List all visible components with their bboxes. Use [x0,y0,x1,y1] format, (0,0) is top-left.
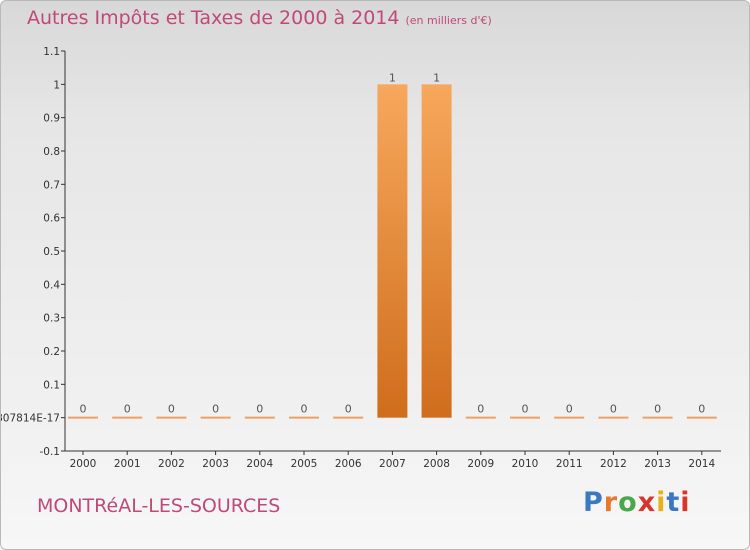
y-tick-label: 0.9 [43,113,60,125]
data-label: 1 [389,71,396,84]
logo-letter: r [603,487,619,518]
logo-letter: x [637,487,657,518]
data-label: 0 [522,403,529,416]
data-label: 0 [477,403,484,416]
data-label: 0 [212,403,219,416]
x-tick-label: 2004 [246,458,273,470]
x-tick-label: 2009 [467,458,494,470]
x-tick-label: 2000 [70,458,97,470]
data-label: 0 [124,403,131,416]
data-label: 0 [698,403,705,416]
y-tick-label: 0.5 [43,246,60,258]
y-tick-label: 1.3877787807814E-17 [1,413,60,425]
x-tick-label: 2002 [158,458,185,470]
x-tick-label: 2011 [556,458,583,470]
logo-letter: P [583,487,604,518]
chart-title: Autres Impôts et Taxes de 2000 à 2014 (en… [27,7,492,29]
logo-letter: o [618,487,638,518]
y-tick-label: -0.1 [40,446,61,458]
data-label: 0 [654,403,661,416]
y-tick-label: 0.1 [43,379,60,391]
chart-title-main: Autres Impôts et Taxes de 2000 à 2014 [27,7,400,29]
data-label: 0 [256,403,263,416]
x-tick-label: 2010 [512,458,539,470]
y-tick-label: 0.8 [43,146,60,158]
y-tick-label: 0.3 [43,313,60,325]
y-tick-label: 1 [53,79,60,91]
logo-letter: i [680,487,691,518]
proxiti-logo: Proxiti [583,487,691,518]
data-label: 0 [80,403,87,416]
data-label: 1 [433,71,440,84]
bar [377,84,408,418]
x-tick-label: 2012 [600,458,627,470]
data-label: 0 [566,403,573,416]
x-tick-label: 2001 [114,458,141,470]
y-tick-label: 0.4 [43,279,60,291]
data-label: 0 [168,403,175,416]
data-label: 0 [610,403,617,416]
y-tick-label: 0.6 [43,213,60,225]
logo-letter: t [666,487,681,518]
data-label: 0 [301,403,308,416]
data-label: 0 [345,403,352,416]
x-tick-label: 2008 [423,458,450,470]
x-tick-label: 2003 [202,458,229,470]
x-tick-label: 2014 [688,458,715,470]
x-tick-label: 2005 [291,458,318,470]
x-tick-label: 2006 [335,458,362,470]
commune-name: MONTRéAL-LES-SOURCES [37,495,281,517]
chart-title-unit: (en milliers d'€) [405,14,492,27]
y-tick-label: 0.2 [43,346,60,358]
x-tick-label: 2013 [644,458,671,470]
y-tick-label: 0.7 [43,179,60,191]
y-tick-label: 1.1 [43,46,60,58]
logo-letter: i [656,487,667,518]
x-tick-label: 2007 [379,458,406,470]
bar [421,84,452,418]
